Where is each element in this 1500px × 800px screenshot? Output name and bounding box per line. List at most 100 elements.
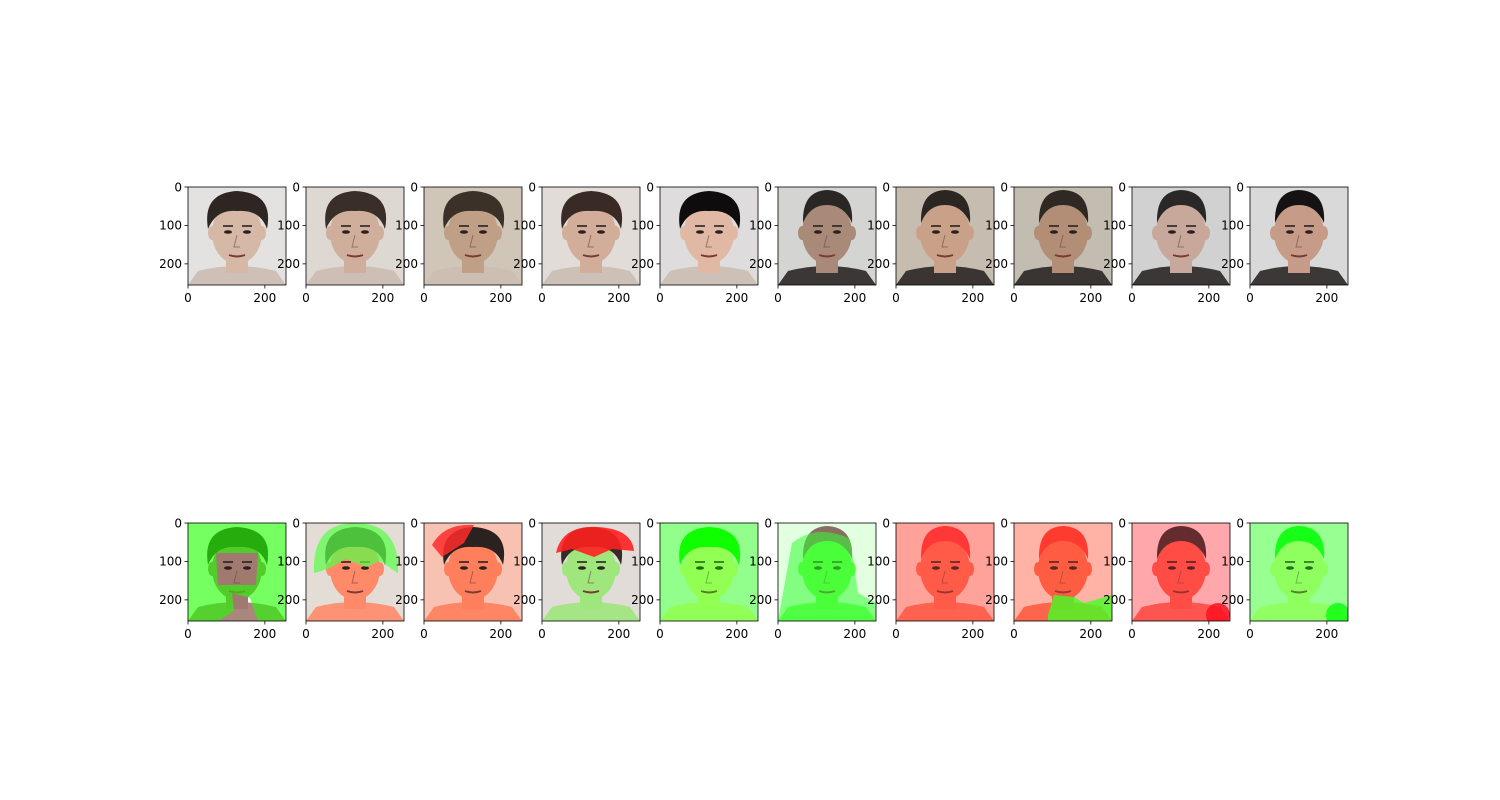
- face-photo: [188, 187, 286, 285]
- x-tick-label: 0: [1010, 291, 1018, 305]
- face-skin: [1274, 202, 1324, 264]
- axes-frame: [541, 522, 641, 622]
- face-skin: [566, 202, 616, 264]
- y-tick-label: 200: [395, 593, 418, 607]
- segmentation-overlay: [660, 523, 758, 621]
- hair: [1156, 526, 1207, 559]
- segmentation-overlay: [896, 523, 994, 621]
- x-tick-label: 200: [843, 291, 866, 305]
- y-tick-label: 100: [1221, 219, 1244, 233]
- face-photo: [424, 187, 522, 285]
- mouth: [1172, 254, 1190, 258]
- x-tick-label: 200: [1315, 291, 1338, 305]
- eye-left: [578, 230, 586, 234]
- y-tick-label: 0: [1000, 180, 1008, 194]
- hair: [561, 191, 623, 229]
- shoulders: [424, 602, 522, 621]
- x-tick-label: 200: [607, 627, 630, 641]
- shoulders: [424, 266, 522, 285]
- eye-left: [224, 230, 232, 234]
- y-tick-label: 200: [1103, 257, 1126, 271]
- y-tick-label: 100: [513, 555, 536, 569]
- eye-left: [932, 566, 940, 570]
- axes-frame: [1013, 186, 1113, 286]
- y-tick-label: 200: [985, 257, 1008, 271]
- mouth: [346, 254, 364, 258]
- y-tick-label: 100: [749, 219, 772, 233]
- mouth: [1054, 254, 1072, 258]
- x-tick-label: 0: [184, 291, 192, 305]
- eye-right: [597, 566, 605, 570]
- eye-right: [361, 230, 369, 234]
- eye-right: [951, 230, 959, 234]
- y-tick-label: 0: [410, 180, 418, 194]
- panel-original-2: 0 100 200 0 200: [277, 180, 405, 305]
- x-tick-label: 200: [725, 627, 748, 641]
- y-tick-label: 0: [528, 516, 536, 530]
- mouth: [1290, 590, 1308, 594]
- y-tick-label: 0: [1236, 180, 1244, 194]
- mouth: [582, 254, 600, 258]
- eye-left: [932, 230, 940, 234]
- shoulders: [896, 266, 994, 285]
- y-tick-label: 100: [749, 555, 772, 569]
- x-tick-label: 200: [843, 627, 866, 641]
- x-tick-label: 0: [1010, 627, 1018, 641]
- panel-original-1: 0 100 200 0 200: [159, 180, 287, 305]
- axes-frame: [187, 522, 287, 622]
- face-skin: [1274, 538, 1324, 600]
- y-tick-label: 200: [867, 593, 890, 607]
- x-tick-label: 0: [1128, 291, 1136, 305]
- y-tick-label: 200: [159, 593, 182, 607]
- face-photo: [1014, 187, 1112, 285]
- y-tick-label: 200: [513, 257, 536, 271]
- mouth: [464, 590, 482, 594]
- eye-left: [1050, 230, 1058, 234]
- face-photo: [542, 187, 640, 285]
- x-tick-label: 0: [302, 291, 310, 305]
- face-skin: [1038, 202, 1088, 264]
- eye-left: [460, 230, 468, 234]
- x-tick-label: 0: [1246, 627, 1254, 641]
- hair: [920, 190, 971, 223]
- x-tick-label: 0: [892, 291, 900, 305]
- axes-frame: [305, 522, 405, 622]
- eye-left: [578, 566, 586, 570]
- y-tick-label: 200: [985, 593, 1008, 607]
- axes-frame: [423, 522, 523, 622]
- segmentation-overlay: [778, 531, 876, 621]
- y-tick-label: 100: [1103, 219, 1126, 233]
- hair: [1274, 526, 1325, 559]
- eye-right: [597, 230, 605, 234]
- face-photo: [1014, 523, 1112, 621]
- hair: [207, 191, 269, 229]
- eye-right: [1305, 566, 1313, 570]
- y-tick-label: 0: [882, 180, 890, 194]
- y-tick-label: 200: [867, 257, 890, 271]
- mouth: [1290, 254, 1308, 258]
- mouth: [700, 254, 718, 258]
- shoulders: [306, 266, 404, 285]
- axes-frame: [1131, 522, 1231, 622]
- eye-left: [1168, 566, 1176, 570]
- x-tick-label: 200: [1079, 291, 1102, 305]
- x-tick-label: 0: [538, 291, 546, 305]
- x-tick-label: 200: [371, 627, 394, 641]
- mouth: [936, 590, 954, 594]
- eye-right: [1069, 230, 1077, 234]
- y-tick-label: 0: [646, 516, 654, 530]
- hair: [325, 191, 387, 229]
- y-tick-label: 100: [1221, 555, 1244, 569]
- mouth: [1172, 590, 1190, 594]
- x-tick-label: 0: [302, 627, 310, 641]
- panel-segmentation-7: 0 100 200 0 200: [867, 516, 995, 641]
- shoulders: [660, 602, 758, 621]
- eye-left: [342, 230, 350, 234]
- face-photo: [1132, 523, 1230, 621]
- y-tick-label: 0: [292, 180, 300, 194]
- y-tick-label: 200: [631, 593, 654, 607]
- shoulders: [1014, 266, 1112, 285]
- axes-frame: [895, 186, 995, 286]
- y-tick-label: 200: [513, 593, 536, 607]
- axes-frame: [1131, 186, 1231, 286]
